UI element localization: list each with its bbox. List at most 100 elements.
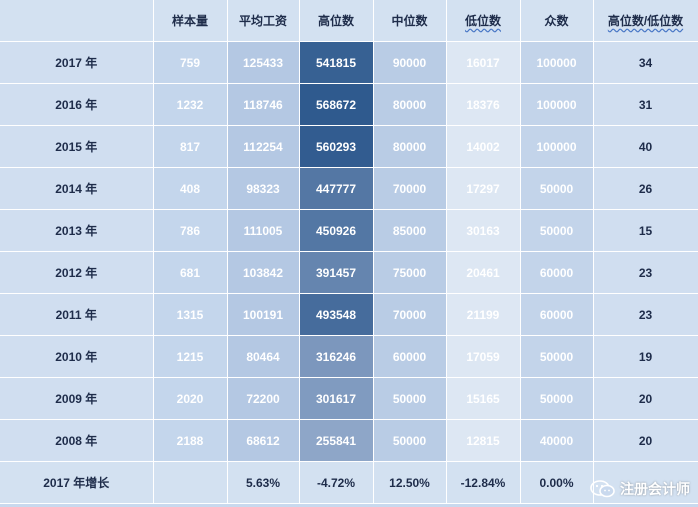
header-high-low-ratio-label: 高位数/低位数	[607, 14, 684, 28]
table-body: 2017 年 759 125433 541815 90000 16017 100000 34 2…	[0, 41, 698, 462]
table-row: 2016 年 1232 118746 568672 80000 18376 100000 31	[0, 83, 698, 126]
cell-low-percentile: 21199	[446, 293, 521, 336]
cell-average-salary: 112254	[227, 125, 300, 168]
cell-low-percentile: 30163	[446, 209, 521, 252]
cell-high-percentile: 541815	[299, 41, 374, 84]
table-row: 2012 年 681 103842 391457 75000 20461 60000 23	[0, 251, 698, 294]
header-sample-size: 样本量	[153, 0, 228, 42]
cell-sample-size: 1232	[153, 83, 228, 126]
cell-high-low-ratio: 26	[593, 167, 698, 210]
watermark: 注册会计师	[590, 479, 690, 499]
cell-high-low-ratio: 31	[593, 83, 698, 126]
cell-average-salary: 111005	[227, 209, 300, 252]
cell-high-percentile: 568672	[299, 83, 374, 126]
cell-low-percentile: 14002	[446, 125, 521, 168]
cell-year: 2008 年	[0, 419, 154, 462]
cell-mode: 50000	[520, 335, 594, 378]
cell-mode: 50000	[520, 209, 594, 252]
wechat-icon	[590, 480, 615, 498]
table-row: 2009 年 2020 72200 301617 50000 15165 50000 20	[0, 377, 698, 420]
growth-low: -12.84%	[446, 461, 521, 504]
cell-high-low-ratio: 20	[593, 377, 698, 420]
cell-average-salary: 98323	[227, 167, 300, 210]
cell-high-low-ratio: 15	[593, 209, 698, 252]
cell-average-salary: 100191	[227, 293, 300, 336]
cell-average-salary: 68612	[227, 419, 300, 462]
cell-high-low-ratio: 23	[593, 293, 698, 336]
cell-high-percentile: 450926	[299, 209, 374, 252]
cell-high-low-ratio: 23	[593, 251, 698, 294]
growth-row: 2017 年增长 5.63% -4.72% 12.50% -12.84% 0.0…	[0, 461, 698, 504]
cell-year: 2014 年	[0, 167, 154, 210]
cell-average-salary: 118746	[227, 83, 300, 126]
cell-average-salary: 80464	[227, 335, 300, 378]
cell-sample-size: 2020	[153, 377, 228, 420]
cell-average-salary: 72200	[227, 377, 300, 420]
cell-high-low-ratio: 19	[593, 335, 698, 378]
header-row: 样本量 平均工资 高位数 中位数 低位数 众数 高位数/低位数	[0, 0, 698, 42]
cell-year: 2011 年	[0, 293, 154, 336]
cell-median: 90000	[373, 41, 447, 84]
cell-low-percentile: 18376	[446, 83, 521, 126]
watermark-text: 注册会计师	[620, 481, 690, 497]
cell-mode: 50000	[520, 167, 594, 210]
growth-high: -4.72%	[299, 461, 374, 504]
cell-high-low-ratio: 40	[593, 125, 698, 168]
cell-mode: 100000	[520, 125, 594, 168]
cell-mode: 40000	[520, 419, 594, 462]
cell-low-percentile: 15165	[446, 377, 521, 420]
cell-low-percentile: 17059	[446, 335, 521, 378]
header-median: 中位数	[373, 0, 447, 42]
cell-mode: 60000	[520, 293, 594, 336]
table-row: 2015 年 817 112254 560293 80000 14002 100000 40	[0, 125, 698, 168]
header-low-percentile-label: 低位数	[464, 14, 501, 28]
cell-high-percentile: 391457	[299, 251, 374, 294]
table-row: 2014 年 408 98323 447777 70000 17297 50000 26	[0, 167, 698, 210]
cell-mode: 100000	[520, 41, 594, 84]
cell-high-low-ratio: 20	[593, 419, 698, 462]
growth-sample	[153, 461, 228, 504]
table-row: 2010 年 1215 80464 316246 60000 17059 50000 19	[0, 335, 698, 378]
header-mode: 众数	[520, 0, 594, 42]
cell-year: 2010 年	[0, 335, 154, 378]
cell-mode: 60000	[520, 251, 594, 294]
cell-mode: 50000	[520, 377, 594, 420]
cell-high-percentile: 316246	[299, 335, 374, 378]
cell-year: 2009 年	[0, 377, 154, 420]
cell-high-percentile: 301617	[299, 377, 374, 420]
cell-average-salary: 125433	[227, 41, 300, 84]
cell-sample-size: 759	[153, 41, 228, 84]
cell-year: 2012 年	[0, 251, 154, 294]
cell-low-percentile: 12815	[446, 419, 521, 462]
table-row: 2013 年 786 111005 450926 85000 30163 50000 15	[0, 209, 698, 252]
header-high-percentile: 高位数	[299, 0, 374, 42]
cell-median: 50000	[373, 419, 447, 462]
cell-median: 70000	[373, 167, 447, 210]
table-row: 2017 年 759 125433 541815 90000 16017 100000 34	[0, 41, 698, 84]
cell-sample-size: 817	[153, 125, 228, 168]
growth-median: 12.50%	[373, 461, 447, 504]
cell-sample-size: 1315	[153, 293, 228, 336]
cell-high-percentile: 447777	[299, 167, 374, 210]
header-low-percentile: 低位数	[446, 0, 521, 42]
cell-sample-size: 786	[153, 209, 228, 252]
header-high-low-ratio: 高位数/低位数	[593, 0, 698, 42]
table-row: 2008 年 2188 68612 255841 50000 12815 40000 20	[0, 419, 698, 462]
cell-median: 50000	[373, 377, 447, 420]
cell-year: 2015 年	[0, 125, 154, 168]
cell-year: 2013 年	[0, 209, 154, 252]
cell-high-percentile: 493548	[299, 293, 374, 336]
cell-high-percentile: 560293	[299, 125, 374, 168]
cell-median: 70000	[373, 293, 447, 336]
cell-mode: 100000	[520, 83, 594, 126]
cell-median: 80000	[373, 125, 447, 168]
growth-mode: 0.00%	[520, 461, 594, 504]
cell-year: 2017 年	[0, 41, 154, 84]
growth-label: 2017 年增长	[0, 461, 154, 504]
cell-median: 75000	[373, 251, 447, 294]
cell-median: 80000	[373, 83, 447, 126]
cell-sample-size: 1215	[153, 335, 228, 378]
growth-avg: 5.63%	[227, 461, 300, 504]
